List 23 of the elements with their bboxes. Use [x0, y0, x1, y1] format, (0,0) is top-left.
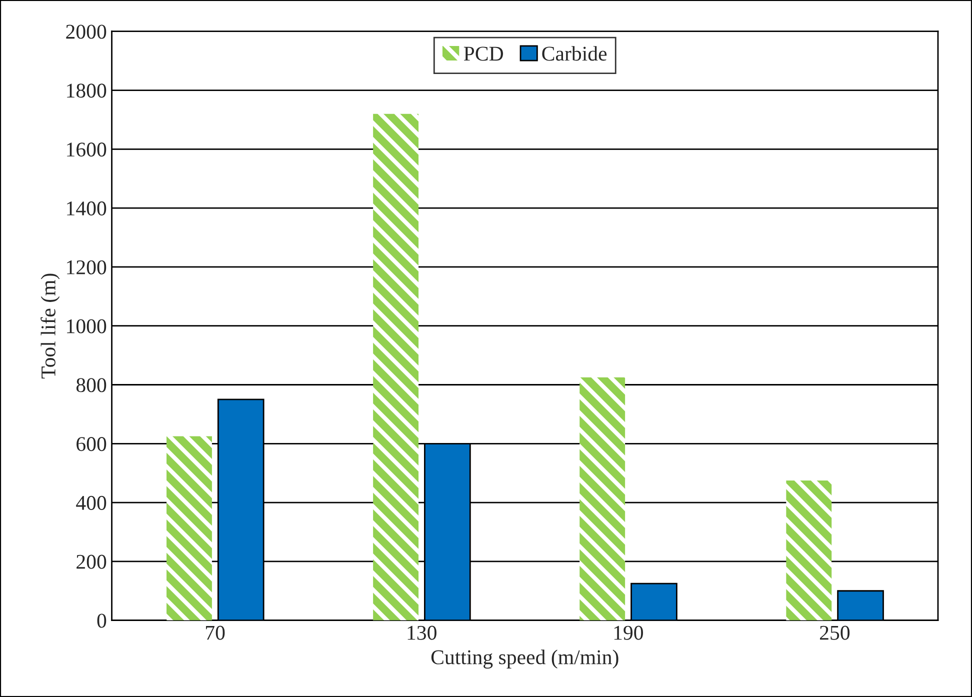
y-tick-label: 800	[76, 378, 106, 392]
y-tick-label: 0	[97, 614, 106, 628]
y-tick-label: 600	[76, 437, 106, 452]
y-tick-label: 1600	[67, 142, 106, 157]
x-tick-label: 250	[820, 626, 850, 640]
bar	[786, 480, 832, 620]
y-tick-label: 400	[76, 496, 106, 510]
legend-label: PCD	[464, 46, 503, 61]
x-tick-label: 70	[206, 626, 225, 640]
x-tick-label: 190	[614, 626, 643, 640]
bar	[166, 436, 212, 620]
legend-label: Carbide	[542, 46, 607, 61]
bar	[373, 114, 419, 620]
y-tick-label: 200	[76, 554, 106, 569]
x-tick-label: 130	[408, 626, 436, 640]
y-tick-label: 2000	[66, 24, 106, 39]
bar	[580, 377, 626, 620]
y-tick-label: 1000	[67, 319, 106, 334]
y-tick-label: 1800	[67, 84, 106, 98]
y-axis-title: Tool life (m)	[40, 274, 60, 379]
y-tick-label: 1400	[67, 201, 106, 216]
x-axis-title: Cutting speed (m/min)	[431, 650, 618, 669]
y-tick-label: 1200	[67, 260, 106, 274]
